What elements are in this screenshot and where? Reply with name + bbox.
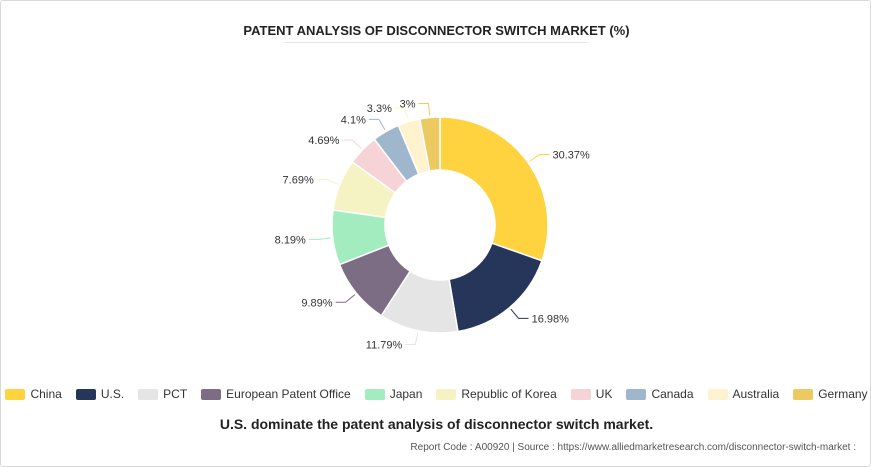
leader-republic-of-korea: [316, 179, 339, 185]
leader-u-s: [510, 308, 529, 319]
data-label-republic-of-korea: 7.69%: [283, 175, 314, 187]
legend-label: Australia: [732, 387, 780, 401]
source-footer: Report Code : A00920 | Source : https://…: [410, 442, 856, 453]
data-label-germany: 3%: [400, 99, 416, 111]
leader-uk: [342, 139, 362, 149]
leader-china: [529, 153, 550, 162]
legend-item-european-patent-office[interactable]: European Patent Office: [201, 387, 351, 401]
legend-item-canada[interactable]: Canada: [626, 387, 694, 401]
leader-pct: [405, 332, 419, 345]
donut-chart: 30.37% 16.98% 11.79% 9.89% 8.19% 7.69% 4.69%4.…: [275, 99, 590, 352]
chart-title: PATENT ANALYSIS OF DISCONNECTOR SWITCH M…: [243, 23, 630, 38]
legend-item-china[interactable]: China: [5, 387, 62, 401]
leader-canada: [368, 118, 386, 131]
legend-item-japan[interactable]: Japan: [364, 387, 423, 401]
legend-label: European Patent Office: [226, 387, 351, 401]
legend-swatch: [793, 388, 814, 400]
legend-swatch: [5, 388, 26, 400]
slice-germany[interactable]: [418, 116, 441, 172]
legend-label: Canada: [651, 387, 694, 401]
data-label-european-patent-office: 9.89%: [301, 297, 332, 309]
legend-swatch: [138, 388, 159, 400]
legend-item-germany[interactable]: Germany: [793, 387, 868, 401]
legend-item-australia[interactable]: Australia: [707, 387, 780, 401]
legend-label: UK: [595, 387, 613, 401]
legend-swatch: [707, 388, 728, 400]
legend-label: U.S.: [100, 387, 125, 401]
slices-group: [331, 116, 549, 334]
title-underline: [285, 42, 587, 43]
legend-swatch: [570, 388, 591, 400]
data-label-canada: 4.1%: [341, 114, 366, 126]
leader-european-patent-office: [335, 294, 356, 303]
leader-japan: [308, 237, 331, 240]
legend-item-u-s[interactable]: U.S.: [75, 387, 125, 401]
chart-caption: U.S. dominate the patent analysis of dis…: [219, 416, 654, 432]
legend-item-republic-of-korea[interactable]: Republic of Korea: [436, 387, 557, 401]
slice-china[interactable]: [439, 116, 549, 262]
legend-label: Japan: [389, 387, 423, 401]
data-label-china: 30.37%: [553, 149, 591, 161]
legend-swatch: [436, 388, 457, 400]
data-label-japan: 8.19%: [275, 234, 306, 246]
legend-item-uk[interactable]: UK: [570, 387, 613, 401]
legend-swatch: [201, 388, 222, 400]
leader-germany: [418, 103, 431, 116]
labels-group: 30.37% 16.98% 11.79% 9.89% 8.19% 7.69% 4.69%4.…: [275, 99, 590, 352]
legend-label: Republic of Korea: [461, 387, 557, 401]
legend-label: Germany: [818, 387, 868, 401]
legend-swatch: [626, 388, 647, 400]
leaders-group: [308, 103, 550, 345]
legend-label: PCT: [163, 387, 188, 401]
leader-australia: [394, 107, 409, 120]
legend-item-pct[interactable]: PCT: [138, 387, 187, 401]
legend-swatch: [75, 388, 96, 400]
data-label-u-s: 16.98%: [532, 313, 570, 325]
data-label-australia: 3.3%: [367, 103, 392, 115]
data-label-pct: 11.79%: [366, 339, 403, 351]
data-label-uk: 4.69%: [308, 135, 339, 147]
chart-legend: China U.S. PCT European Patent Office Japan R…: [1, 387, 871, 401]
legend-swatch: [364, 388, 385, 400]
legend-label: China: [30, 387, 62, 401]
